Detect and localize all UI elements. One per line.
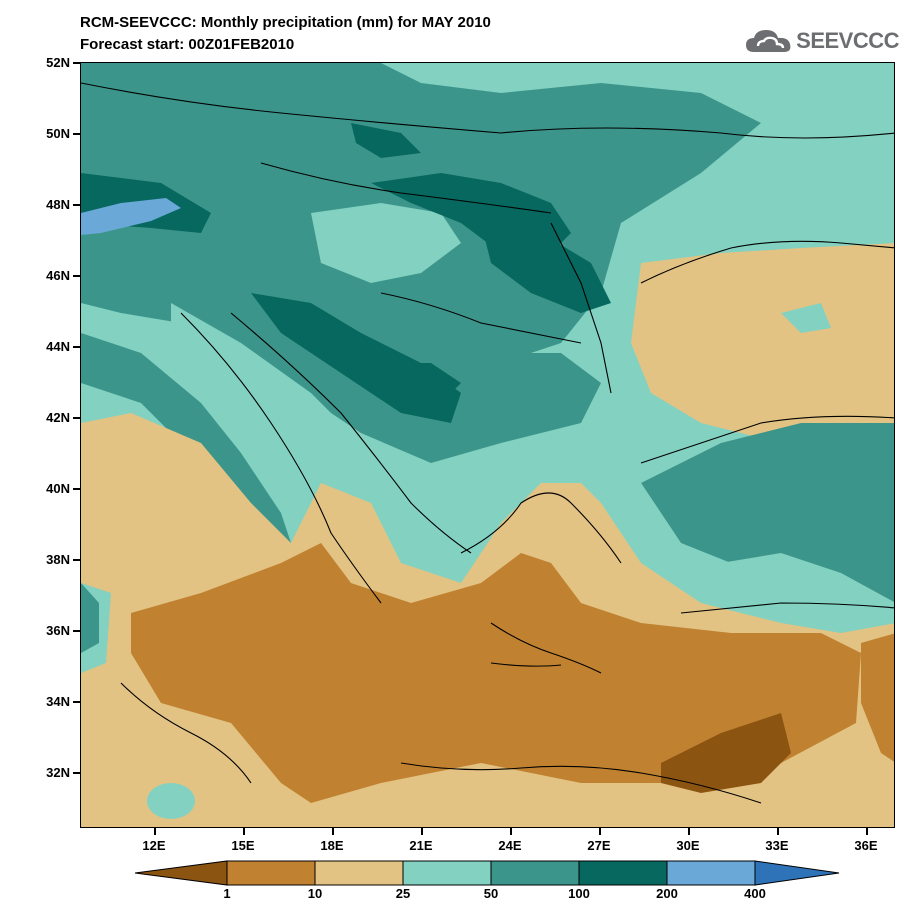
precipitation-field — [81, 63, 894, 827]
lat-label: 44N — [46, 339, 70, 354]
lat-tick — [73, 630, 80, 632]
lat-label: 52N — [46, 55, 70, 70]
lon-tick — [688, 828, 690, 835]
colorbar-swatch — [490, 860, 580, 886]
colorbar-label: 200 — [656, 886, 678, 901]
lat-label: 46N — [46, 268, 70, 283]
lon-label: 30E — [676, 838, 700, 853]
lat-label: 38N — [46, 552, 70, 567]
forecast-start-label: Forecast start: 00Z01FEB2010 — [80, 36, 295, 53]
lon-tick — [332, 828, 334, 835]
lat-label: 48N — [46, 197, 70, 212]
lon-label: 27E — [587, 838, 611, 853]
seevccc-logo: SEEVCCC — [744, 26, 899, 56]
colorbar-label: 100 — [568, 886, 590, 901]
colorbar-swatch — [314, 860, 404, 886]
lat-tick — [73, 701, 80, 703]
lat-label: 32N — [46, 765, 70, 780]
lat-label: 36N — [46, 623, 70, 638]
colorbar-swatch — [226, 860, 316, 886]
colorbar-label: 25 — [395, 886, 411, 901]
colorbar-swatch — [754, 860, 840, 886]
lat-tick — [73, 488, 80, 490]
lon-tick — [154, 828, 156, 835]
lat-label: 42N — [46, 410, 70, 425]
colorbar-swatch — [402, 860, 492, 886]
lon-label: 36E — [854, 838, 878, 853]
colorbar-label: 50 — [483, 886, 499, 901]
lon-tick — [243, 828, 245, 835]
lon-label: 18E — [320, 838, 344, 853]
lat-tick — [73, 559, 80, 561]
cloud-icon — [746, 30, 791, 52]
lon-label: 21E — [409, 838, 433, 853]
lon-label: 12E — [142, 838, 166, 853]
map-title: RCM-SEEVCCC: Monthly precipitation (mm) … — [80, 14, 491, 31]
lat-tick — [73, 275, 80, 277]
lat-tick — [73, 62, 80, 64]
lat-label: 50N — [46, 126, 70, 141]
lat-label: 40N — [46, 481, 70, 496]
colorbar-label: 10 — [307, 886, 323, 901]
colorbar-label: 400 — [744, 886, 766, 901]
lat-tick — [73, 772, 80, 774]
lon-label: 33E — [765, 838, 789, 853]
colorbar-swatch — [578, 860, 668, 886]
lon-tick — [421, 828, 423, 835]
lon-tick — [777, 828, 779, 835]
lat-tick — [73, 204, 80, 206]
lat-label: 34N — [46, 694, 70, 709]
colorbar-label: 1 — [223, 886, 231, 901]
colorbar — [135, 860, 840, 886]
lat-tick — [73, 417, 80, 419]
lon-tick — [866, 828, 868, 835]
lon-label: 24E — [498, 838, 522, 853]
colorbar-swatch — [666, 860, 756, 886]
lat-tick — [73, 346, 80, 348]
lon-tick — [599, 828, 601, 835]
logo-text: SEEVCCC — [796, 28, 899, 53]
lat-tick — [73, 133, 80, 135]
precipitation-map — [80, 62, 895, 828]
lon-tick — [510, 828, 512, 835]
lon-label: 15E — [231, 838, 255, 853]
colorbar-swatch — [135, 860, 228, 886]
